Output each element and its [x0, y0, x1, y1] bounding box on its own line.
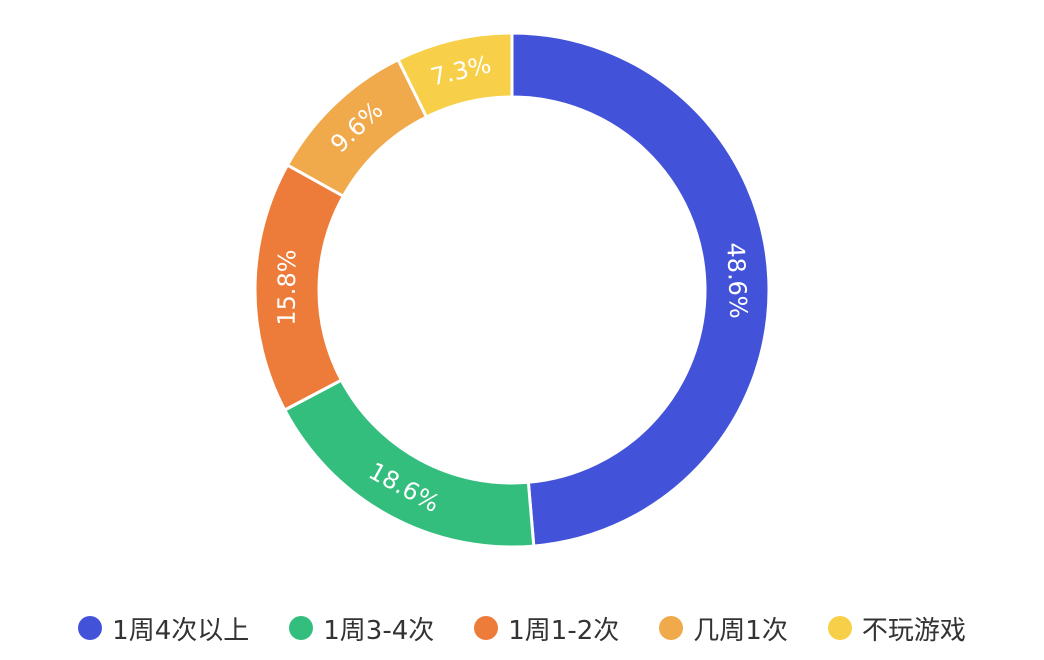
legend-label: 1周4次以上: [112, 615, 250, 646]
legend-item-1[interactable]: 1周4次以上: [78, 610, 249, 647]
donut-svg: 48.6%18.6%15.8%9.6%7.3%: [253, 31, 771, 549]
legend-label: 不玩游戏: [861, 615, 966, 646]
donut-slice-5[interactable]: [396, 31, 514, 119]
chart-legend: 1周4次以上 1周3-4次 1周1-2次 几周1次 不玩游戏: [0, 604, 1044, 652]
legend-dot-icon: [474, 616, 499, 640]
legend-label: 几周1次: [693, 615, 788, 646]
legend-item-2[interactable]: 1周3-4次: [289, 610, 434, 647]
donut-slices: [253, 31, 771, 549]
legend-dot-icon: [78, 616, 103, 640]
slice-label-3: 15.8%: [273, 249, 302, 326]
legend-dot-icon: [659, 616, 684, 640]
legend-dot-icon: [289, 616, 314, 640]
legend-item-3[interactable]: 1周1-2次: [474, 610, 619, 647]
legend-label: 1周1-2次: [508, 615, 620, 646]
legend-dot-icon: [827, 616, 852, 640]
donut-slice-1[interactable]: [510, 31, 771, 548]
slice-label-1: 48.6%: [721, 242, 752, 319]
legend-item-4[interactable]: 几周1次: [659, 610, 788, 647]
legend-label: 1周3-4次: [323, 615, 435, 646]
legend-item-5[interactable]: 不玩游戏: [827, 610, 966, 647]
donut-slice-2[interactable]: [283, 378, 536, 549]
